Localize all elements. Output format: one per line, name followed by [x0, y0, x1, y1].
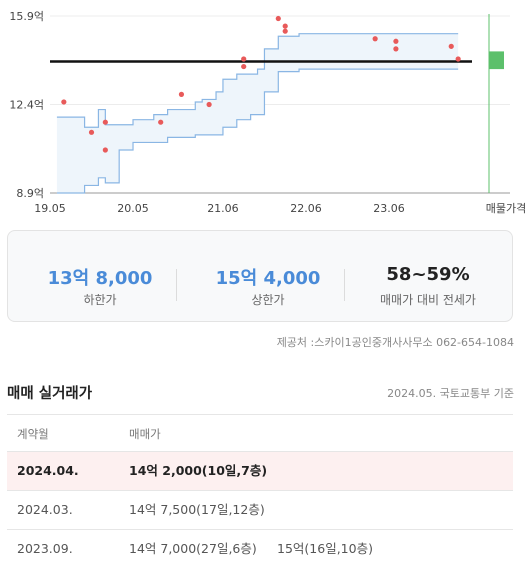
summary-divider	[344, 269, 345, 301]
transactions-title: 매매 실거래가	[7, 386, 93, 402]
row-price: 14억 7,500(17일,12층)	[129, 502, 265, 517]
transaction-point	[455, 56, 461, 62]
x-tick-label: 22.06	[290, 202, 322, 215]
x-tick-label: 19.05	[34, 202, 66, 215]
transaction-point	[393, 46, 399, 52]
transaction-point	[241, 63, 247, 70]
row-month: 2023.09.	[17, 541, 73, 556]
col-month-header: 계약월	[17, 427, 49, 441]
transaction-point	[372, 36, 378, 42]
row-month: 2024.04.	[17, 463, 79, 478]
x-tick-label: 매물가격	[486, 202, 526, 215]
band-lower-line	[56, 68, 459, 194]
transaction-point	[282, 23, 288, 29]
row-month: 2024.03.	[17, 502, 73, 517]
x-tick-label: 20.05	[117, 202, 149, 215]
y-tick-label: 15.9억	[9, 10, 44, 23]
transaction-point	[275, 15, 281, 22]
asking-price-bar	[489, 51, 504, 70]
low-price-group: 13억 8,000 하한가	[16, 231, 184, 323]
jeonse-ratio-label: 매매가 대비 전세가	[380, 293, 476, 307]
col-price-header: 매매가	[129, 427, 161, 441]
provider-info: 제공처 :스카이1공인중개사사무소 062-654-1084	[276, 336, 514, 349]
transaction-point	[158, 119, 164, 125]
summary-divider	[176, 269, 177, 301]
transaction-point	[178, 91, 185, 97]
table-header: 계약월 매매가	[7, 414, 513, 452]
table-row[interactable]: 2024.03. 14억 7,500(17일,12층)	[7, 491, 513, 530]
table-row[interactable]: 2023.09. 14억 7,000(27일,6층) 15억(16일,10층)	[7, 530, 513, 567]
transactions-table: 계약월 매매가 2024.04. 14억 2,000(10일,7층) 2024.…	[7, 414, 513, 567]
price-summary-box: 13억 8,000 하한가 15억 4,000 상한가 58~59% 매매가 대…	[7, 230, 513, 322]
high-price-label: 상한가	[251, 293, 285, 307]
x-tick-label: 23.06	[373, 202, 405, 215]
low-price-label: 하한가	[83, 293, 117, 307]
band-upper-line	[56, 33, 459, 128]
price-chart: 15.9억 12.4억 8.9억 19.05 20.05 21.06 22.06 23.06 매…	[0, 0, 530, 222]
y-tick-label: 8.9억	[16, 187, 44, 200]
transactions-source: 2024.05. 국토교통부 기준	[387, 387, 514, 400]
transaction-point	[206, 101, 212, 108]
transaction-point	[448, 43, 454, 49]
transaction-point	[393, 38, 399, 44]
row-price: 14억 7,000(27일,6층)	[129, 541, 257, 556]
transaction-point	[88, 129, 95, 135]
jeonse-ratio-value: 58~59%	[386, 264, 470, 285]
price-chart-svg: 15.9억 12.4억 8.9억 19.05 20.05 21.06 22.06 23.06 매…	[9, 10, 526, 215]
jeonse-ratio-group: 58~59% 매매가 대비 전세가	[344, 231, 512, 323]
row-price-extra: 15억(16일,10층)	[277, 541, 373, 556]
high-price-value: 15억 4,000	[215, 268, 321, 289]
row-price: 14억 2,000(10일,7층)	[129, 463, 268, 478]
transaction-point	[241, 56, 247, 62]
y-tick-label: 12.4억	[9, 99, 44, 112]
price-range-band	[56, 33, 459, 194]
table-row[interactable]: 2024.04. 14억 2,000(10일,7층)	[7, 452, 513, 491]
low-price-value: 13억 8,000	[47, 268, 153, 289]
x-tick-label: 21.06	[207, 202, 239, 215]
high-price-group: 15억 4,000 상한가	[184, 231, 352, 323]
transaction-point	[282, 28, 288, 34]
transaction-point	[102, 119, 108, 125]
transaction-point	[61, 99, 67, 105]
transaction-point	[102, 147, 108, 153]
